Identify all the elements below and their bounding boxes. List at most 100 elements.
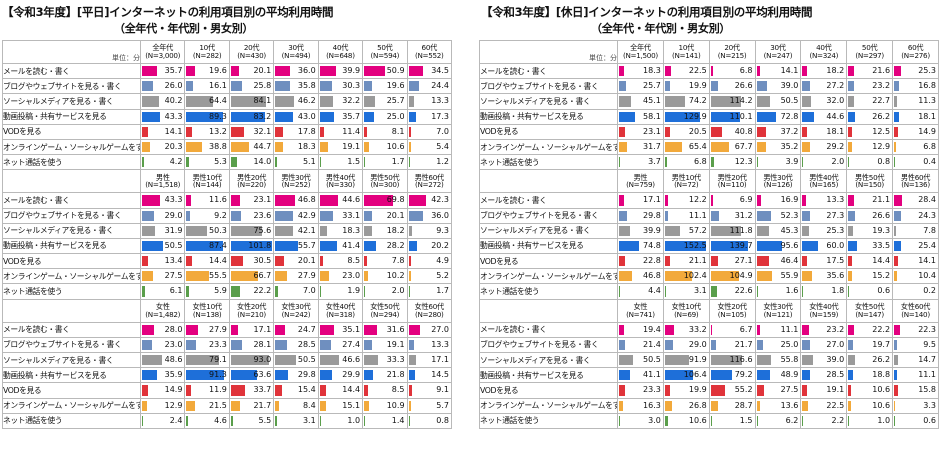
value-cell: 1.0	[846, 412, 894, 429]
value-bar	[364, 355, 378, 366]
row-label: ブログやウェブサイトを見る・書く	[479, 78, 618, 95]
value-bar	[664, 210, 668, 221]
value-label: 21.4	[643, 339, 661, 349]
value-cell: 20.5	[662, 123, 710, 140]
column-header: 男性10代 (N=144)	[184, 169, 230, 194]
value-label: 50.3	[209, 225, 227, 235]
table-row: オンラインゲーム・ソーシャルゲームをする 31.7 65.4 67.7 35.2 29.2…	[479, 138, 939, 156]
value-bar	[230, 324, 238, 335]
table-row: ソーシャルメディアを見る・書く 50.5 91.9 116.6 55.8 39.0 26.2…	[479, 351, 939, 369]
value-label: 44.7	[253, 141, 272, 151]
column-header: 60代 (N=276)	[892, 40, 939, 64]
value-cell: 3.9	[754, 154, 802, 171]
value-label: 2.0	[831, 157, 845, 167]
value-label: 32.0	[826, 96, 845, 106]
value-bar	[275, 157, 278, 168]
value-bar	[894, 271, 897, 282]
value-bar	[408, 96, 415, 107]
value-cell: 60.0	[800, 237, 848, 255]
value-bar	[664, 96, 685, 107]
value-bar	[230, 195, 241, 206]
value-cell: 27.9	[273, 268, 319, 285]
value-label: 21.1	[688, 256, 707, 266]
column-header: 女性60代 (N=280)	[406, 298, 453, 323]
value-label: 26.8	[688, 400, 707, 410]
value-bar	[319, 385, 326, 396]
value-bar	[894, 256, 898, 267]
value-label: 25.7	[643, 81, 661, 91]
value-cell: 22.6	[708, 283, 756, 300]
value-bar	[275, 400, 279, 411]
value-bar	[619, 385, 626, 396]
value-cell: 25.8	[228, 78, 275, 95]
value-cell: 13.3	[406, 336, 453, 354]
value-label: 12.2	[688, 195, 707, 205]
value-label: 43.3	[164, 195, 183, 205]
value-label: 111.8	[729, 225, 753, 235]
value-cell: 5.9	[184, 283, 230, 300]
value-bar	[848, 141, 852, 153]
value-bar	[408, 400, 411, 411]
value-label: 29.8	[297, 370, 316, 380]
value-bar	[664, 286, 666, 297]
value-bar	[408, 111, 416, 122]
value-cell: 18.8	[846, 367, 894, 384]
value-label: 65.4	[688, 141, 707, 151]
value-bar	[756, 256, 769, 267]
value-bar	[230, 81, 242, 92]
value-bar	[319, 195, 339, 206]
value-cell: 32.1	[228, 123, 275, 140]
value-bar	[619, 66, 624, 77]
value-cell: 64.4	[184, 93, 230, 110]
value-bar	[848, 324, 855, 335]
row-label: ネット通話を使う	[2, 283, 141, 300]
value-cell: 0.6	[892, 412, 939, 429]
value-cell: 20.2	[406, 237, 453, 255]
table-row: オンラインゲーム・ソーシャルゲームをする 27.5 55.5 66.7 27.9 23.0…	[2, 268, 453, 285]
value-bar	[710, 271, 739, 282]
value-bar	[186, 96, 214, 107]
value-label: 5.5	[258, 415, 272, 425]
value-cell: 1.5	[708, 412, 756, 429]
row-label: VODを見る	[2, 382, 141, 399]
value-bar	[802, 157, 803, 168]
value-bar	[664, 339, 673, 350]
row-label: VODを見る	[479, 382, 618, 399]
value-label: 5.2	[436, 271, 449, 281]
value-cell: 22.2	[846, 321, 894, 338]
value-cell: 110.1	[708, 108, 756, 125]
column-header: 全年代 (N=1,500)	[617, 40, 664, 64]
value-bar	[664, 81, 671, 92]
value-cell: 11.3	[892, 93, 939, 110]
value-label: 74.2	[688, 96, 707, 106]
column-header: 50代 (N=594)	[362, 40, 408, 64]
value-bar	[802, 126, 808, 137]
value-label: 36.0	[431, 210, 449, 220]
value-cell: 8.1	[362, 123, 408, 140]
value-label: 41.4	[342, 240, 361, 250]
value-cell: 23.2	[846, 78, 894, 95]
value-cell: 0.8	[406, 412, 453, 429]
value-cell: 50.5	[617, 351, 664, 369]
row-label: ブログやウェブサイトを見る・書く	[2, 336, 141, 354]
value-bar	[364, 385, 368, 396]
value-bar	[756, 111, 777, 122]
value-bar	[664, 225, 681, 236]
value-bar	[364, 126, 368, 137]
value-bar	[275, 141, 283, 153]
value-label: 10.4	[918, 271, 936, 281]
value-bar	[802, 240, 819, 252]
table-row: オンラインゲーム・ソーシャルゲームをする 12.9 21.5 21.7 8.4 15.1 1…	[2, 397, 453, 414]
value-cell: 104.9	[708, 268, 756, 285]
value-bar	[664, 195, 669, 206]
value-cell: 19.1	[800, 382, 848, 399]
value-bar	[142, 210, 154, 221]
value-cell: 39.0	[800, 351, 848, 369]
value-label: 39.0	[780, 81, 799, 91]
value-cell: 31.2	[708, 207, 756, 224]
value-label: 21.6	[872, 66, 891, 75]
column-header: 男性40代 (N=165)	[800, 169, 848, 194]
value-label: 23.1	[643, 126, 661, 136]
row-label: VODを見る	[2, 253, 141, 270]
column-header: 60代 (N=552)	[406, 40, 453, 64]
